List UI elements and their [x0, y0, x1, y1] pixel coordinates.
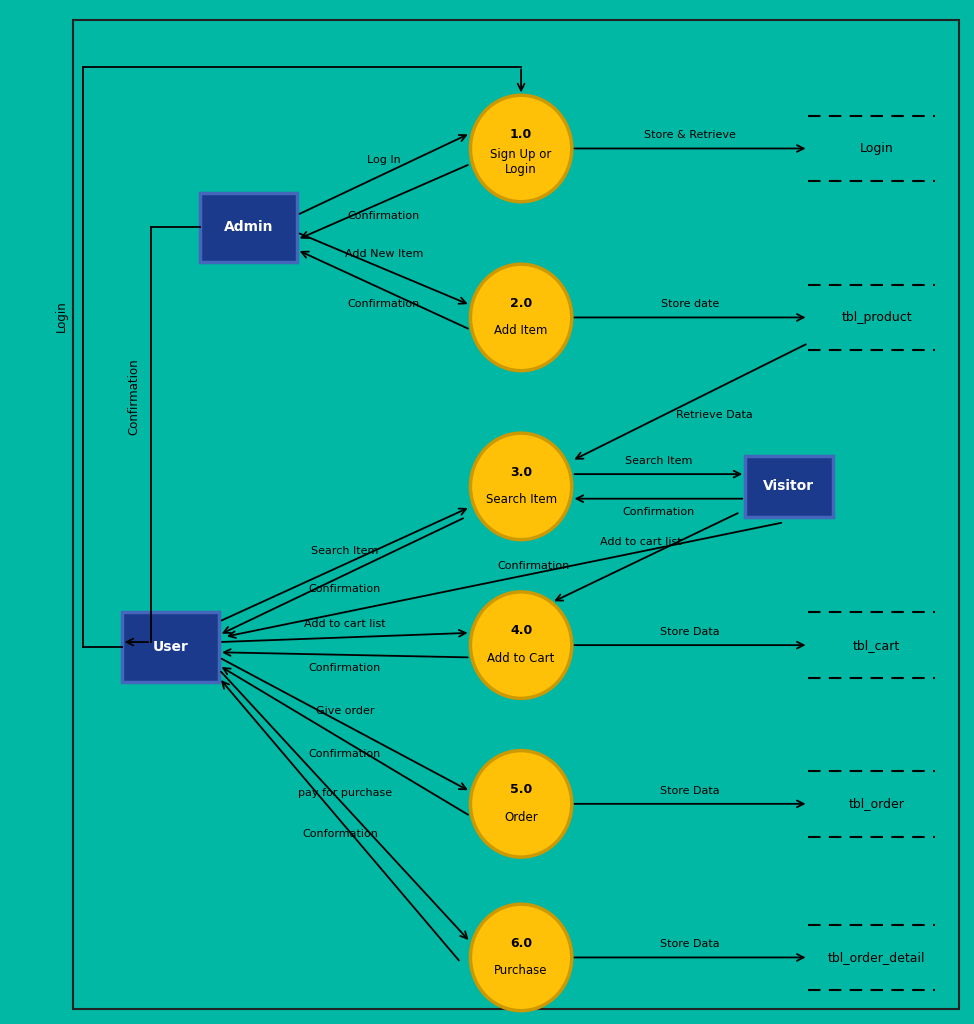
Bar — [122, 612, 219, 682]
Text: tbl_cart: tbl_cart — [853, 639, 900, 651]
Bar — [200, 193, 297, 262]
Text: Search Item: Search Item — [485, 494, 557, 506]
Text: Order: Order — [505, 811, 538, 823]
Text: Login: Login — [860, 142, 893, 155]
Circle shape — [470, 433, 572, 540]
Text: Confirmation: Confirmation — [127, 358, 140, 434]
Text: Store Data: Store Data — [660, 939, 720, 949]
Text: 4.0: 4.0 — [510, 625, 532, 637]
Text: tbl_order_detail: tbl_order_detail — [828, 951, 925, 964]
Text: Conformation: Conformation — [302, 828, 378, 839]
Text: Add to cart list: Add to cart list — [600, 537, 682, 547]
Text: 1.0: 1.0 — [510, 128, 532, 140]
Text: Store & Retrieve: Store & Retrieve — [644, 130, 736, 140]
Text: 5.0: 5.0 — [510, 783, 532, 796]
Text: Add New Item: Add New Item — [345, 250, 423, 259]
Text: Confirmation: Confirmation — [348, 299, 420, 309]
Circle shape — [470, 751, 572, 857]
Text: Confirmation: Confirmation — [497, 561, 570, 571]
Text: Admin: Admin — [224, 220, 273, 234]
Text: Store Data: Store Data — [660, 627, 720, 637]
Text: tbl_order: tbl_order — [848, 798, 905, 810]
Text: pay for purchase: pay for purchase — [298, 787, 392, 798]
Text: Confirmation: Confirmation — [348, 211, 420, 221]
Text: Confirmation: Confirmation — [622, 507, 694, 517]
Text: Confirmation: Confirmation — [309, 750, 381, 759]
Text: Log In: Log In — [367, 155, 400, 165]
Text: Give order: Give order — [316, 707, 374, 716]
Text: Confirmation: Confirmation — [309, 585, 381, 594]
Text: Confirmation: Confirmation — [309, 664, 381, 673]
Text: Add to Cart: Add to Cart — [487, 652, 555, 665]
Text: 6.0: 6.0 — [510, 937, 532, 949]
Circle shape — [470, 264, 572, 371]
Circle shape — [470, 904, 572, 1011]
Circle shape — [470, 95, 572, 202]
Text: Search Item: Search Item — [311, 546, 379, 556]
Text: Sign Up or
Login: Sign Up or Login — [490, 147, 552, 176]
Bar — [745, 456, 833, 517]
Text: Store Data: Store Data — [660, 785, 720, 796]
Text: 3.0: 3.0 — [510, 466, 532, 478]
Text: Login: Login — [55, 300, 68, 332]
Text: Visitor: Visitor — [764, 479, 814, 494]
Text: Add to cart list: Add to cart list — [304, 620, 386, 629]
Text: Retrieve Data: Retrieve Data — [676, 411, 753, 420]
Text: tbl_product: tbl_product — [842, 311, 912, 324]
Text: User: User — [153, 640, 188, 654]
Text: Purchase: Purchase — [495, 965, 547, 977]
Text: Store date: Store date — [661, 299, 719, 309]
Text: Add Item: Add Item — [495, 325, 547, 337]
Circle shape — [470, 592, 572, 698]
Text: 2.0: 2.0 — [510, 297, 532, 309]
Text: Search Item: Search Item — [624, 456, 693, 466]
